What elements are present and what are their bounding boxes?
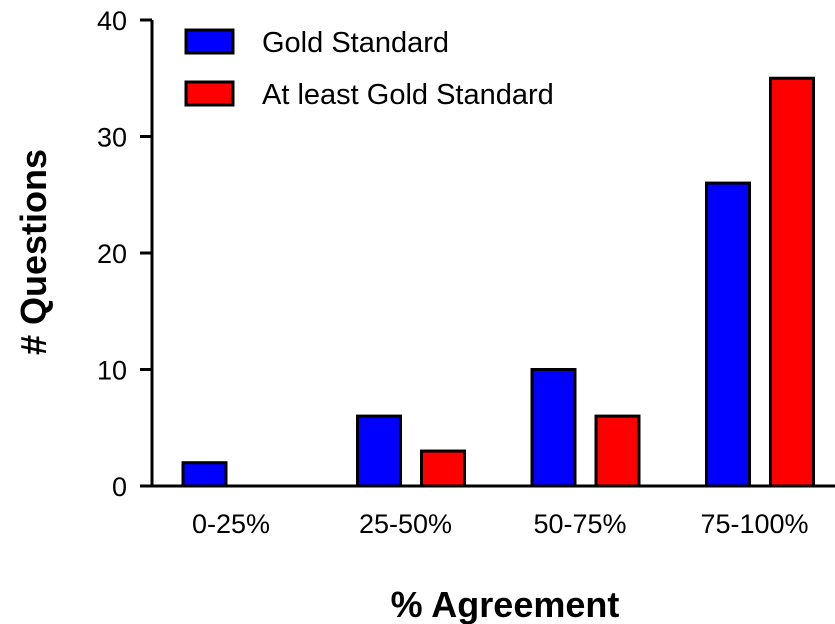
bar-gold-standard <box>530 368 577 488</box>
bar-gold-standard <box>181 461 228 488</box>
bar-at-least-gold-standard <box>420 449 466 488</box>
x-tick-label: 75-100% <box>700 509 808 539</box>
x-axis: 0-25% 25-50% 50-75% 75-100% <box>152 484 835 539</box>
legend-label: Gold Standard <box>262 27 449 59</box>
y-tick-label: 20 <box>97 239 127 269</box>
y-tick-label: 10 <box>97 356 127 386</box>
y-tick-label: 30 <box>97 123 127 153</box>
y-tick-label: 40 <box>97 6 127 36</box>
x-axis-title: % Agreement <box>391 584 620 624</box>
y-axis-title: # Questions <box>13 149 54 355</box>
x-tick-label: 25-50% <box>359 509 452 539</box>
bar-gold-standard <box>356 414 402 488</box>
x-tick-label: 50-75% <box>533 509 626 539</box>
bar-gold-standard <box>705 181 751 488</box>
bar-at-least-gold-standard <box>769 76 815 488</box>
legend-label: At least Gold Standard <box>262 79 554 111</box>
x-tick-label: 0-25% <box>192 509 270 539</box>
y-tick-label: 0 <box>112 472 127 502</box>
legend-swatch <box>184 28 235 55</box>
plot-area <box>181 76 815 488</box>
bar-at-least-gold-standard <box>594 414 641 488</box>
y-axis: 0 10 20 30 40 <box>97 6 154 502</box>
legend: Gold Standard At least Gold Standard <box>184 27 554 111</box>
legend-swatch <box>184 80 235 107</box>
